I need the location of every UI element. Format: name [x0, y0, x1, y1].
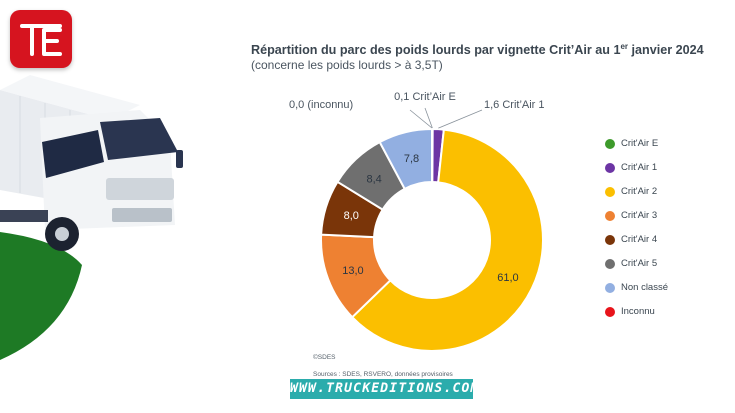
legend-label: Non classé: [621, 282, 668, 293]
slice-label-2: 61,0: [497, 272, 518, 284]
slice-label-4: 8,0: [344, 210, 359, 222]
legend-label: Crit'Air 1: [621, 162, 658, 173]
legend-label: Crit'Air E: [621, 138, 659, 149]
legend-swatch: [605, 211, 615, 221]
title-superscript: er: [620, 42, 629, 51]
slice-label-1: 1,6 Crit’Air 1: [484, 99, 545, 111]
legend-label: Crit'Air 2: [621, 186, 658, 197]
slice-label-7: 0,0 (inconnu): [289, 99, 353, 111]
copyright-note: ©SDES: [313, 354, 336, 361]
slice-label-6: 7,8: [404, 153, 419, 165]
truck-illustration: [0, 75, 183, 251]
chart-subtitle: (concerne les poids lourds > à 3,5T): [251, 58, 443, 72]
leader-line-0: [424, 107, 433, 129]
donut-slice-2: [350, 128, 544, 352]
legend-swatch: [605, 163, 615, 173]
legend-label: Inconnu: [621, 306, 655, 317]
legend-swatch: [605, 139, 615, 149]
leader-line-1: [438, 109, 483, 129]
brand-logo: [10, 10, 72, 68]
website-watermark[interactable]: WWW.TRUCKEDITIONS.COM: [290, 379, 478, 399]
slice-label-3: 13,0: [342, 265, 363, 277]
slice-label-0: 0,1 Crit’Air E: [394, 91, 456, 103]
legend-label: Crit'Air 3: [621, 210, 658, 221]
legend-label: Crit'Air 5: [621, 258, 658, 269]
legend-swatch: [605, 259, 615, 269]
legend-label: Crit'Air 4: [621, 234, 658, 245]
slice-label-5: 8,4: [366, 173, 381, 185]
legend-swatch: [605, 283, 615, 293]
donut-slice-6: [378, 127, 433, 191]
legend-swatch: [605, 187, 615, 197]
leader-line-7: [409, 109, 433, 129]
sources-note: Sources : SDES, RSVERO, données provisoi…: [313, 371, 453, 378]
legend-swatch: [605, 307, 615, 317]
legend-swatch: [605, 235, 615, 245]
chart-title: Répartition du parc des poids lourds par…: [251, 42, 704, 57]
